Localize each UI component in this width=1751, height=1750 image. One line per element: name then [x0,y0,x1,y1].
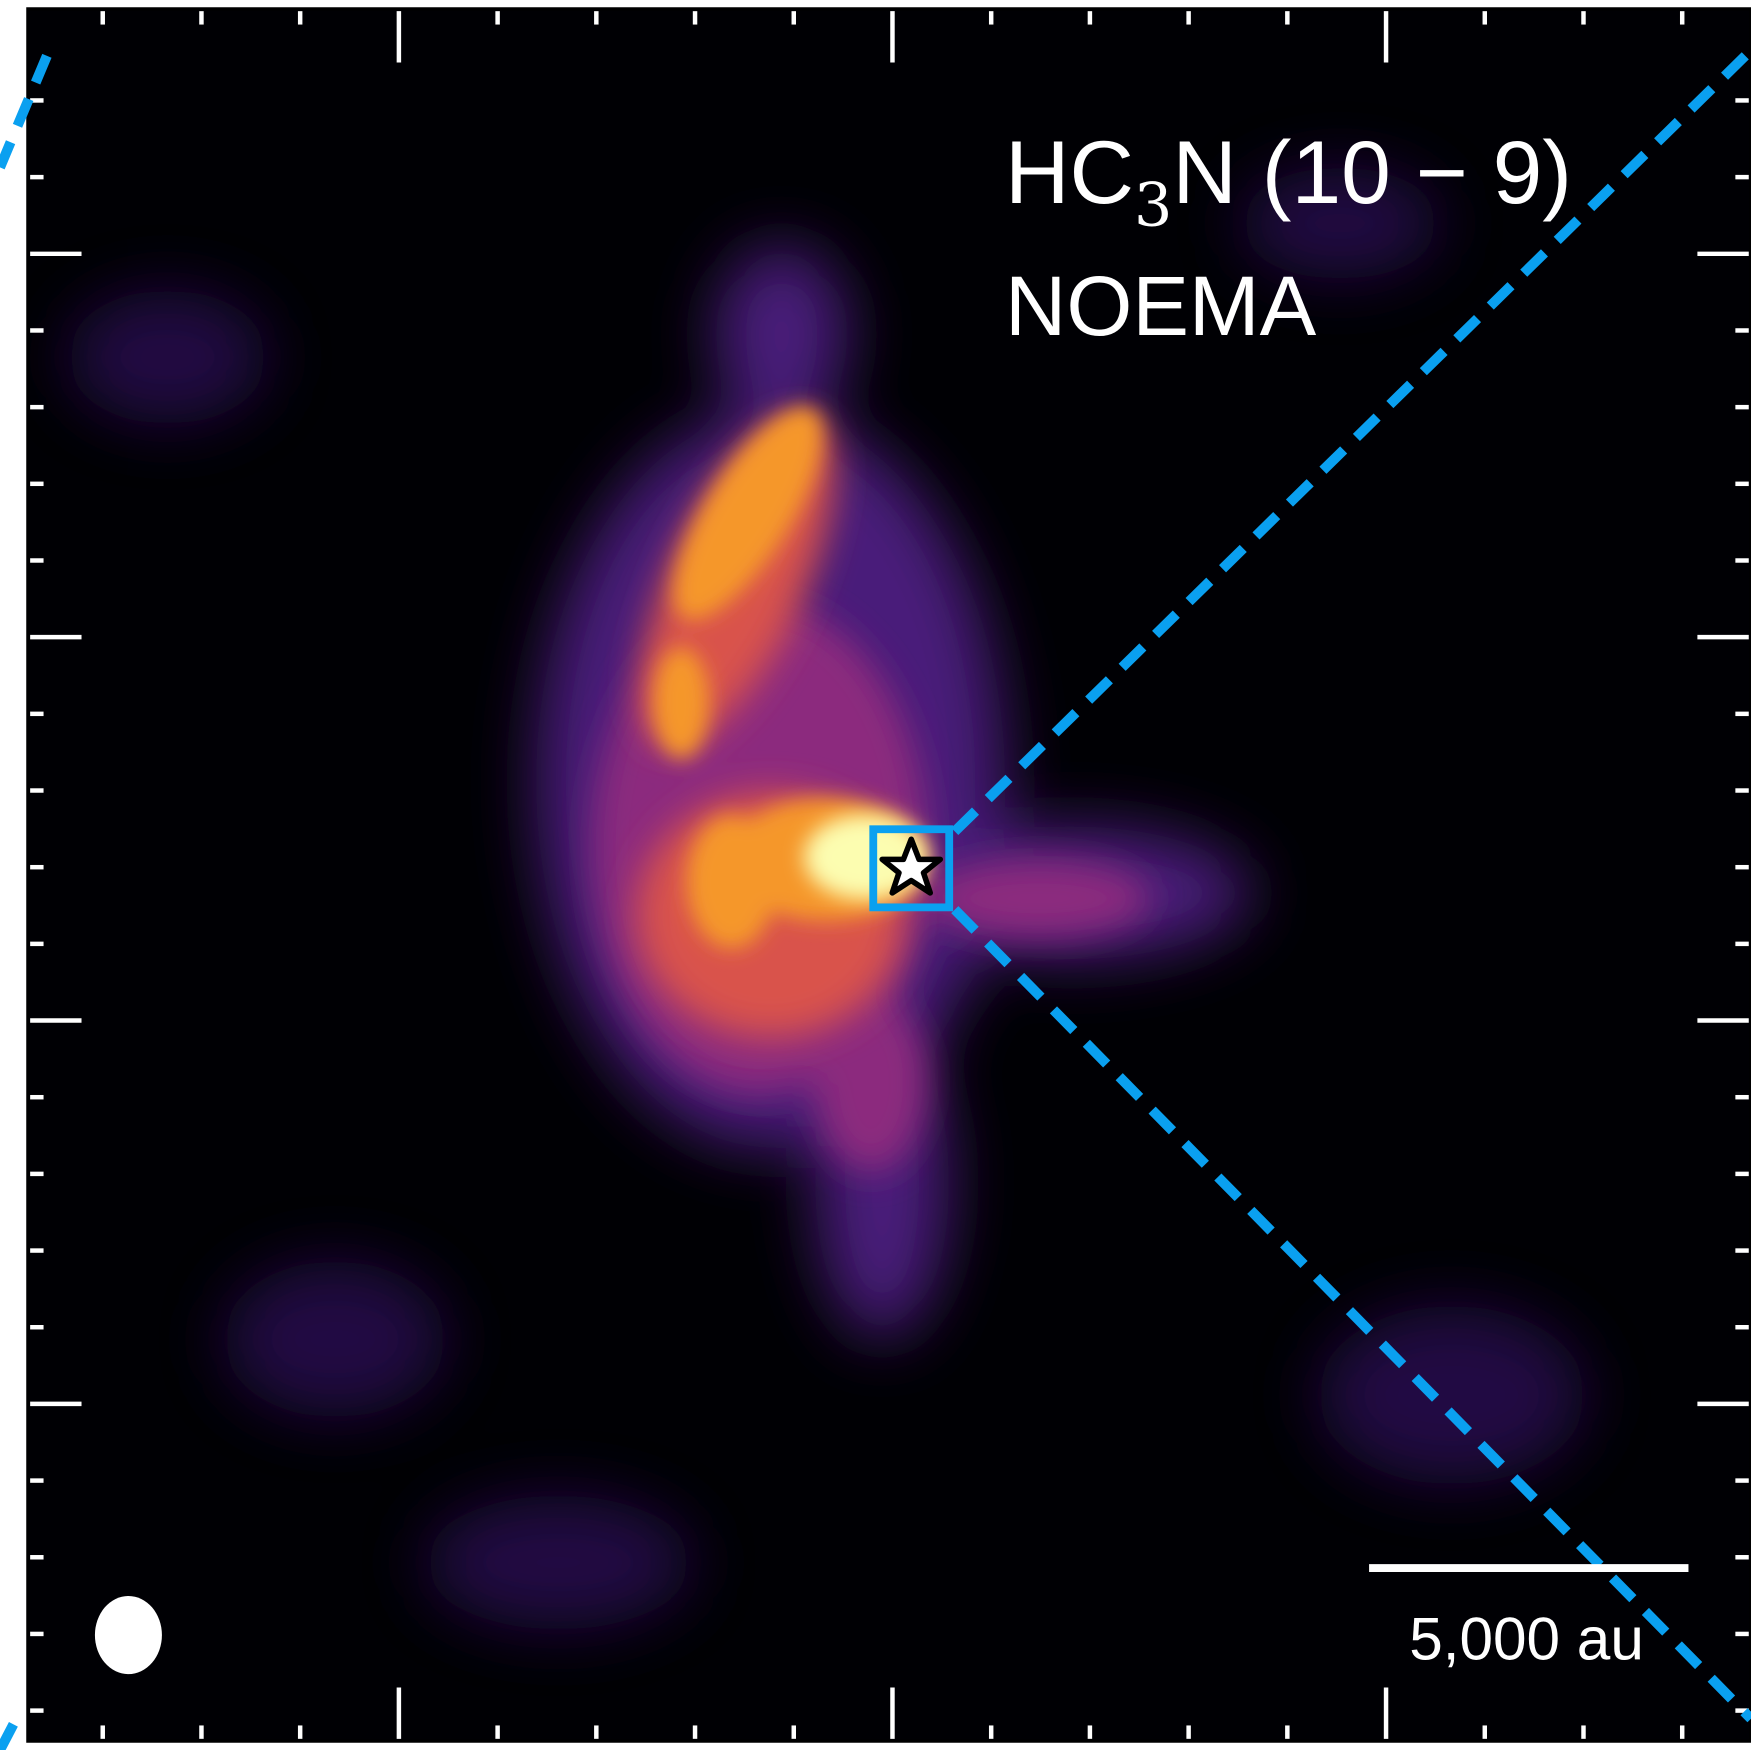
instrument-label: NOEMA [1005,258,1317,353]
subscript: 3 [1134,170,1172,240]
beam [95,1596,162,1674]
page: 5,000 au HC3N (10 − 9) NOEMA (() => { co… [0,0,1751,1750]
species: HC [1005,122,1134,222]
scale-bar-label: 5,000 au [1409,1605,1644,1673]
dashed-line [0,1724,13,1750]
emission-map: 5,000 au HC3N (10 − 9) NOEMA [0,0,1751,1750]
transition: N (10 − 9) [1172,122,1572,222]
